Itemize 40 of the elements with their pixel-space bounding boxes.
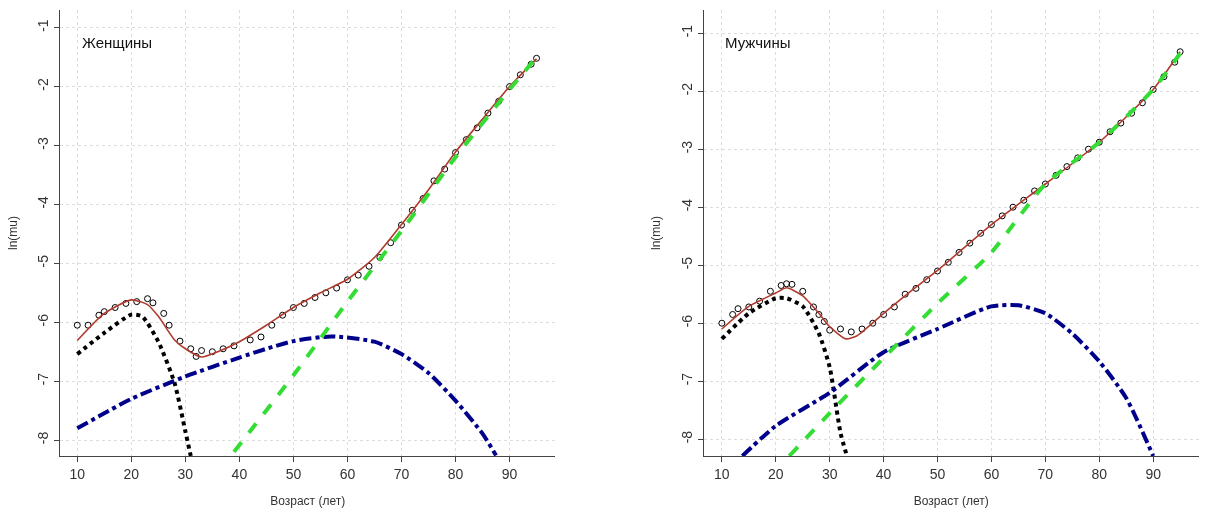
x-tick-label: 30 <box>177 465 194 482</box>
x-axis-title: Возраст (лет) <box>913 493 989 508</box>
x-tick-label: 80 <box>447 465 464 482</box>
y-tick-label: -8 <box>678 430 695 444</box>
text: Женщины <box>82 34 153 51</box>
y-tick-label: -3 <box>678 140 695 154</box>
x-tick-label: 10 <box>69 465 86 482</box>
text: Мужчины <box>725 34 791 51</box>
y-tick-label: -5 <box>35 254 52 268</box>
y-tick-label: -4 <box>35 195 52 209</box>
x-tick-label: 70 <box>1037 465 1054 482</box>
y-tick-label: -8 <box>35 431 52 445</box>
x-tick-label: 40 <box>231 465 248 482</box>
x-tick-label: 20 <box>123 465 140 482</box>
y-tick-label: -4 <box>678 198 695 212</box>
y-tick-label: -7 <box>35 372 52 386</box>
y-axis-title: ln(mu) <box>5 215 20 251</box>
x-tick-label: 50 <box>929 465 946 482</box>
x-tick-label: 90 <box>501 465 518 482</box>
x-tick-label: 80 <box>1091 465 1108 482</box>
x-tick-label: 60 <box>339 465 356 482</box>
y-tick-label: -3 <box>35 136 52 150</box>
y-tick-label: -6 <box>35 313 52 327</box>
y-tick-label: -1 <box>678 24 695 38</box>
y-tick-label: -6 <box>678 314 695 328</box>
x-tick-label: 20 <box>767 465 784 482</box>
x-tick-label: 90 <box>1145 465 1162 482</box>
x-tick-label: 40 <box>875 465 892 482</box>
y-tick-label: -2 <box>678 82 695 96</box>
y-tick-label: -5 <box>678 256 695 270</box>
y-axis-title: ln(mu) <box>649 215 664 251</box>
x-tick-label: 50 <box>285 465 302 482</box>
x-axis-title: Возраст (лет) <box>270 493 346 508</box>
y-tick-label: -2 <box>35 78 52 91</box>
x-tick-label: 10 <box>714 465 730 482</box>
x-tick-label: 60 <box>983 465 1000 482</box>
x-tick-label: 70 <box>393 465 410 482</box>
x-tick-label: 30 <box>821 465 838 482</box>
y-tick-label: -7 <box>678 372 695 386</box>
y-tick-label: -1 <box>35 19 52 32</box>
